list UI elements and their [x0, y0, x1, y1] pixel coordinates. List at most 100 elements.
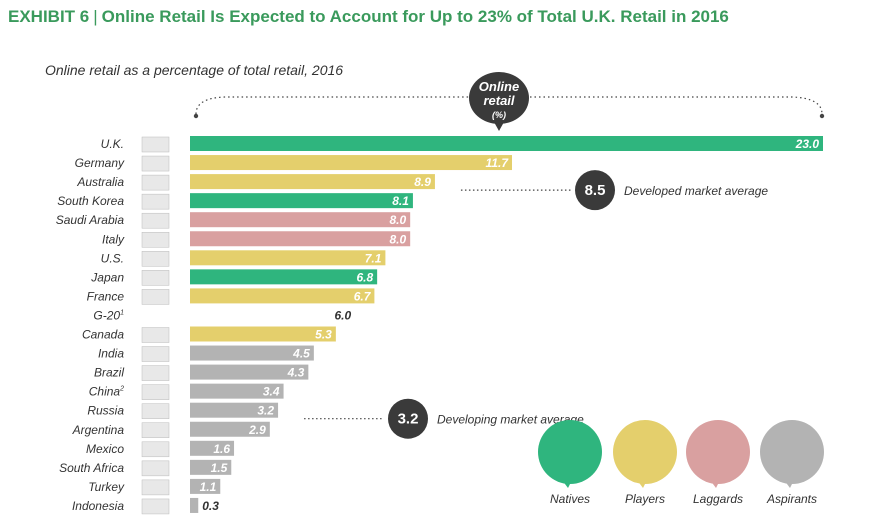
bar-mexico — [190, 440, 235, 456]
flag-field — [141, 460, 170, 477]
flag-icon-south-africa — [141, 460, 170, 477]
exhibit-label: EXHIBIT 6 — [8, 7, 90, 26]
flag-field — [141, 498, 170, 515]
bar-row-saudi-arabia: Saudi Arabia 8.0 — [56, 212, 411, 229]
category-label-russia: Russia — [87, 404, 124, 418]
bar-row-south-korea: South Korea 8.1 — [57, 193, 413, 210]
flag-icon-turkey — [141, 479, 170, 496]
flag-field — [141, 270, 170, 286]
bar-argentina — [190, 421, 270, 437]
bubble-text-3: (%) — [492, 110, 506, 120]
annotation-label: Developed market average — [624, 184, 768, 198]
bar-row-canada: Canada 5.3 — [82, 326, 336, 343]
value-label-japan: 6.8 — [356, 270, 373, 284]
value-label-south-africa: 1.5 — [211, 461, 228, 475]
category-label-australia: Australia — [76, 175, 124, 189]
category-label-saudi-arabia: Saudi Arabia — [56, 213, 125, 227]
bar-row-russia: Russia 3.2 — [87, 402, 279, 419]
value-label-argentina: 2.9 — [248, 423, 266, 437]
flag-field — [141, 289, 170, 305]
bar-south-korea — [190, 193, 413, 209]
bracket-dot-right — [819, 113, 825, 119]
bar-u-k — [190, 136, 823, 151]
legend-label-natives: Natives — [550, 492, 590, 506]
bar-australia — [190, 174, 435, 190]
value-label-g-20: 6.0 — [334, 308, 351, 322]
bar-south-africa — [190, 459, 232, 475]
legend: Natives Players Laggards Aspirants — [538, 420, 824, 506]
bar-china — [190, 383, 284, 399]
annotation-value: 8.5 — [585, 182, 606, 199]
bar-row-turkey: Turkey 1.1 — [88, 478, 221, 496]
value-label-china: 3.4 — [263, 385, 280, 399]
bar-row-italy: Italy 8.0 — [102, 231, 411, 248]
flag-field — [141, 365, 170, 381]
bar-row-argentina: Argentina 2.9 — [72, 421, 270, 438]
flag-field — [141, 193, 170, 210]
title-separator: | — [93, 7, 98, 26]
bar-g-20 — [190, 307, 356, 323]
bar-row-germany: Germany 11.7 — [75, 155, 513, 172]
flag-icon-u-s — [141, 251, 170, 267]
flag-icon-south-korea — [141, 193, 170, 210]
value-label-u-k: 23.0 — [795, 137, 820, 151]
legend-label-aspirants: Aspirants — [766, 492, 817, 506]
category-label-japan: Japan — [90, 270, 124, 284]
bar-u-s — [190, 250, 386, 266]
legend-swatch-laggards — [686, 420, 750, 484]
legend-label-laggards: Laggards — [693, 492, 743, 506]
annotation-circle — [388, 398, 428, 439]
value-label-turkey: 1.1 — [200, 480, 217, 494]
bubble-tail — [494, 122, 504, 131]
category-label-germany: Germany — [75, 156, 125, 170]
bar-saudi-arabia — [190, 212, 411, 228]
category-label-italy: Italy — [102, 232, 125, 246]
flag-icon-saudi-arabia — [141, 212, 170, 229]
bar-india — [190, 345, 314, 361]
flag-icon-brazil — [141, 365, 170, 381]
category-label-canada: Canada — [82, 328, 124, 342]
title-text: Online Retail Is Expected to Account for… — [101, 7, 729, 26]
category-label-u-s: U.S. — [101, 251, 124, 265]
category-label-india: India — [98, 347, 124, 361]
value-label-france: 6.7 — [354, 289, 372, 303]
bar-row-indonesia: Indonesia 0.3 — [72, 497, 219, 515]
bar-row-u-k: U.K. 23.0 — [101, 136, 823, 153]
category-label-turkey: Turkey — [88, 480, 125, 494]
flag-icon-canada — [141, 327, 170, 343]
legend-item-laggards: Laggards — [686, 420, 750, 506]
flag-icon-russia — [141, 403, 170, 419]
bar-row-u-s: U.S. 7.1 — [101, 250, 386, 267]
category-label-g-20: G-201 — [93, 308, 124, 322]
flag-icon-japan — [141, 270, 170, 286]
flag-field — [141, 441, 170, 458]
bar-france — [190, 288, 375, 304]
flag-field — [141, 155, 170, 172]
bar-row-australia: Australia 8.9 — [76, 174, 435, 191]
bracket-dot-left — [193, 113, 199, 119]
value-label-indonesia: 0.3 — [202, 499, 219, 513]
annotation-label: Developing market average — [437, 413, 584, 427]
flag-field — [141, 422, 170, 438]
bar-brazil — [190, 364, 309, 380]
flag-icon-argentina — [141, 422, 170, 438]
value-label-italy: 8.0 — [389, 232, 406, 246]
chart-subtitle: Online retail as a percentage of total r… — [45, 62, 344, 78]
bracket-right — [530, 96, 823, 115]
legend-swatch-aspirants — [760, 420, 824, 484]
bar-turkey — [190, 478, 221, 494]
category-label-argentina: Argentina — [72, 423, 125, 437]
flag-field — [141, 403, 170, 419]
bar-row-india: India 4.5 — [98, 345, 314, 362]
flag-icon-italy — [141, 232, 170, 248]
flag-field — [141, 174, 170, 191]
value-label-germany: 11.7 — [486, 156, 510, 170]
value-label-u-s: 7.1 — [365, 251, 382, 265]
category-label-indonesia: Indonesia — [72, 499, 124, 513]
category-label-south-korea: South Korea — [57, 194, 124, 208]
flag-field — [141, 346, 170, 362]
value-label-south-korea: 8.1 — [392, 194, 409, 208]
value-label-india: 4.5 — [292, 347, 310, 361]
